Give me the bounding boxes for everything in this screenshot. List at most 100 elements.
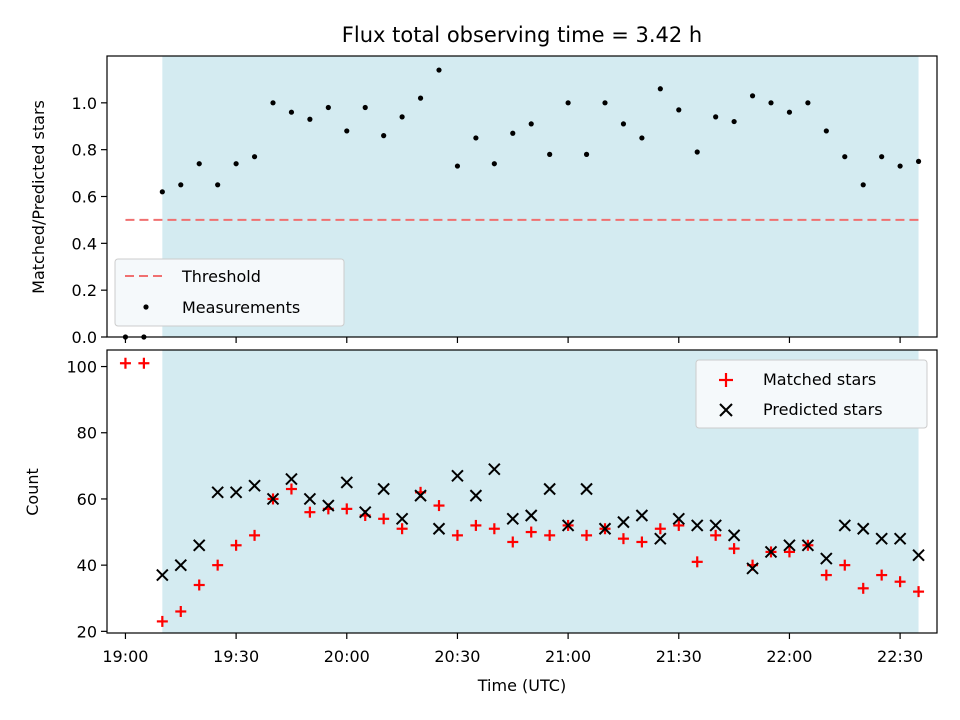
measurement-point <box>399 114 405 120</box>
predicted-point <box>488 462 501 476</box>
x-tick-label: 20:00 <box>324 647 370 666</box>
matched-point <box>396 523 408 535</box>
matched-point <box>304 506 316 518</box>
matched-point <box>433 500 445 512</box>
bottom-y-tick-label: 80 <box>77 424 97 443</box>
matched-point <box>341 503 353 515</box>
legend-matched-label: Matched stars <box>763 370 876 389</box>
top-y-tick-label: 1.0 <box>72 94 97 113</box>
measurement-point <box>602 100 608 106</box>
matched-point <box>378 513 390 525</box>
measurement-point <box>547 151 553 157</box>
top-legend: Threshold Measurements <box>114 258 345 327</box>
matched-point <box>673 519 685 531</box>
bottom-y-axis-label: Count <box>23 468 42 516</box>
predicted-point <box>525 509 538 522</box>
predicted-point <box>654 532 667 545</box>
measurements-series <box>122 67 922 340</box>
measurement-point <box>510 130 516 136</box>
matched-point <box>913 586 925 598</box>
matched-point <box>544 529 556 541</box>
bottom-x-axis: 19:00 19:30 20:00 20:30 21:00 21:30 22:00 22:30 <box>102 633 923 666</box>
matched-point <box>138 357 150 369</box>
measurement-point <box>713 114 719 120</box>
top-y-tick-label: 0.0 <box>72 328 97 347</box>
measurement-point <box>454 163 461 169</box>
matched-point <box>156 615 168 627</box>
matched-point <box>488 523 500 535</box>
matched-point <box>193 579 205 591</box>
measurement-point <box>694 149 700 155</box>
predicted-point <box>635 509 649 522</box>
matched-point <box>525 526 537 538</box>
matched-point <box>617 533 629 545</box>
x-tick-label: 19:00 <box>102 647 148 666</box>
measurement-point <box>879 154 885 160</box>
measurement-point <box>362 104 368 111</box>
measurement-point <box>639 135 645 141</box>
top-y-tick-label: 0.6 <box>72 188 97 207</box>
measurement-point <box>768 100 774 106</box>
predicted-point <box>359 505 372 519</box>
top-panel: 0.0 0.2 0.4 0.6 0.8 1.0 Matched/Predicted sta… <box>29 55 938 347</box>
predicted-point <box>543 482 556 496</box>
bottom-legend: Matched stars Predicted stars <box>695 359 928 429</box>
measurement-point <box>325 104 331 111</box>
predicted-point <box>764 545 778 559</box>
bottom-y-tick-label: 100 <box>66 358 97 377</box>
predicted-point <box>801 539 815 552</box>
bottom-y-tick-label: 20 <box>77 622 97 641</box>
matched-point <box>285 483 297 495</box>
predicted-point <box>672 512 685 526</box>
matched-stars-series <box>119 357 925 627</box>
predicted-point <box>838 519 851 532</box>
measurement-point <box>344 128 350 134</box>
bottom-legend-box <box>695 359 928 429</box>
measurement-point <box>178 182 184 188</box>
measurement-point <box>657 86 663 92</box>
x-tick-label: 22:00 <box>766 647 812 666</box>
predicted-point <box>875 532 888 545</box>
matched-point <box>876 569 888 581</box>
x-tick-label: 19:30 <box>213 647 259 666</box>
predicted-point <box>561 519 575 532</box>
matched-point <box>654 523 666 535</box>
measurement-point <box>491 161 497 167</box>
legend-predicted-swatch <box>719 403 733 417</box>
bottom-y-axis: 20 40 60 80 100 <box>66 358 107 641</box>
matched-point <box>581 529 593 541</box>
x-tick-label: 21:30 <box>656 647 702 666</box>
measurement-point <box>196 161 202 167</box>
top-y-axis: 0.0 0.2 0.4 0.6 0.8 1.0 <box>72 94 107 347</box>
predicted-point <box>451 469 464 482</box>
predicted-point <box>377 482 390 496</box>
bottom-panel: 20 40 60 80 100 19:00 19:30 20:00 20:30 21:00 21:… <box>23 349 938 695</box>
predicted-point <box>506 512 519 526</box>
predicted-point <box>266 492 280 506</box>
predicted-point <box>156 568 169 582</box>
predicted-point <box>322 499 335 512</box>
predicted-point <box>395 512 409 526</box>
predicted-point <box>285 472 298 486</box>
top-legend-box <box>114 258 345 327</box>
measurement-point <box>805 100 811 106</box>
matched-point <box>636 536 648 548</box>
x-axis-label: Time (UTC) <box>477 676 566 695</box>
measurement-point <box>381 133 387 139</box>
matched-point <box>119 357 131 369</box>
top-y-tick-label: 0.8 <box>72 141 97 160</box>
matched-point <box>249 529 261 541</box>
predicted-point <box>727 529 741 542</box>
measurement-point <box>159 189 165 195</box>
measurement-point <box>288 109 295 115</box>
matched-point <box>470 519 482 531</box>
matched-point <box>230 539 242 551</box>
measurement-point <box>823 128 829 134</box>
predicted-point <box>598 522 612 535</box>
matched-point <box>857 582 869 594</box>
chart-title: Flux total observing time = 3.42 h <box>342 23 702 47</box>
top-y-tick-label: 0.4 <box>72 234 97 253</box>
matched-point <box>175 605 187 617</box>
bottom-y-tick-label: 40 <box>77 556 97 575</box>
